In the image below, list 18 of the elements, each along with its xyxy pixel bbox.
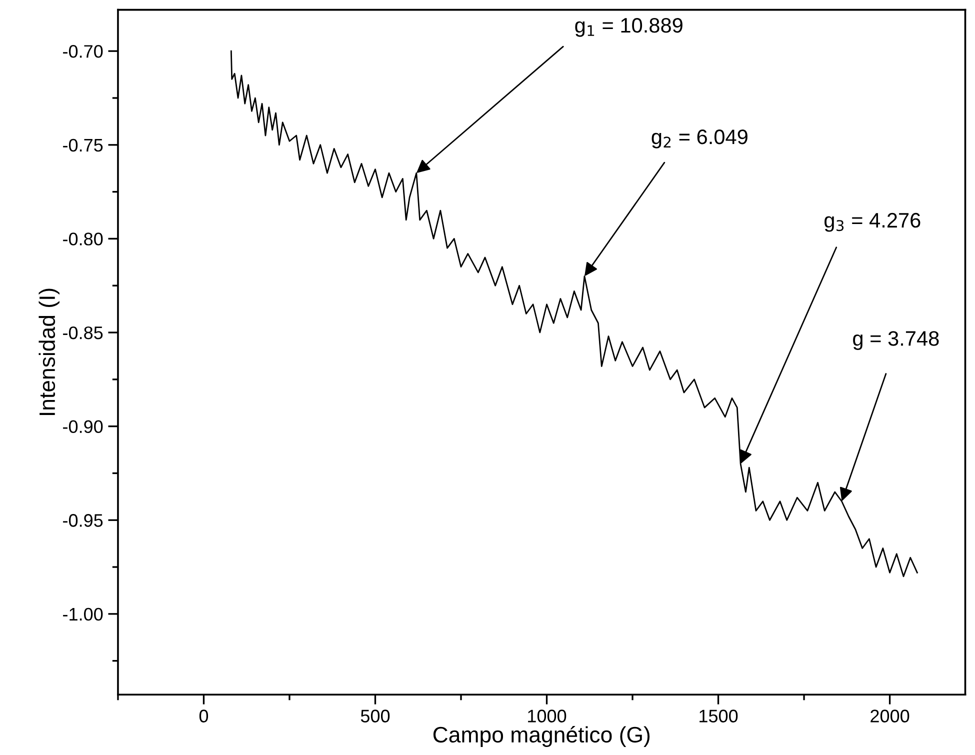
y-tick-label: -0.95 xyxy=(63,514,103,527)
x-tick-label: 1500 xyxy=(700,710,738,722)
x-tick-label: 2000 xyxy=(870,710,910,722)
annotation: g$_{2}$ = 6.049 xyxy=(652,129,748,148)
y-tick-label: -0.90 xyxy=(63,420,103,434)
x-axis-title: Campo magnético (G) xyxy=(433,726,650,747)
annotation: g$_{1}$ = 10.889 xyxy=(575,18,682,37)
y-tick-label: -0.75 xyxy=(63,138,103,152)
y-tick-label: -0.85 xyxy=(63,326,103,340)
y-tick-label: -0.70 xyxy=(63,45,103,58)
annotation: g$_{3}$ = 4.276 xyxy=(824,212,920,232)
x-tick-label: 1000 xyxy=(528,710,566,722)
annotation: g = 3.748 xyxy=(853,331,939,350)
y-tick-label: -0.80 xyxy=(63,232,103,246)
x-tick-label: 500 xyxy=(360,710,390,722)
y-axis-title: Intensidad (I) xyxy=(38,288,60,415)
y-tick-label: -1.00 xyxy=(63,608,103,621)
x-tick-label: 0 xyxy=(199,710,208,722)
